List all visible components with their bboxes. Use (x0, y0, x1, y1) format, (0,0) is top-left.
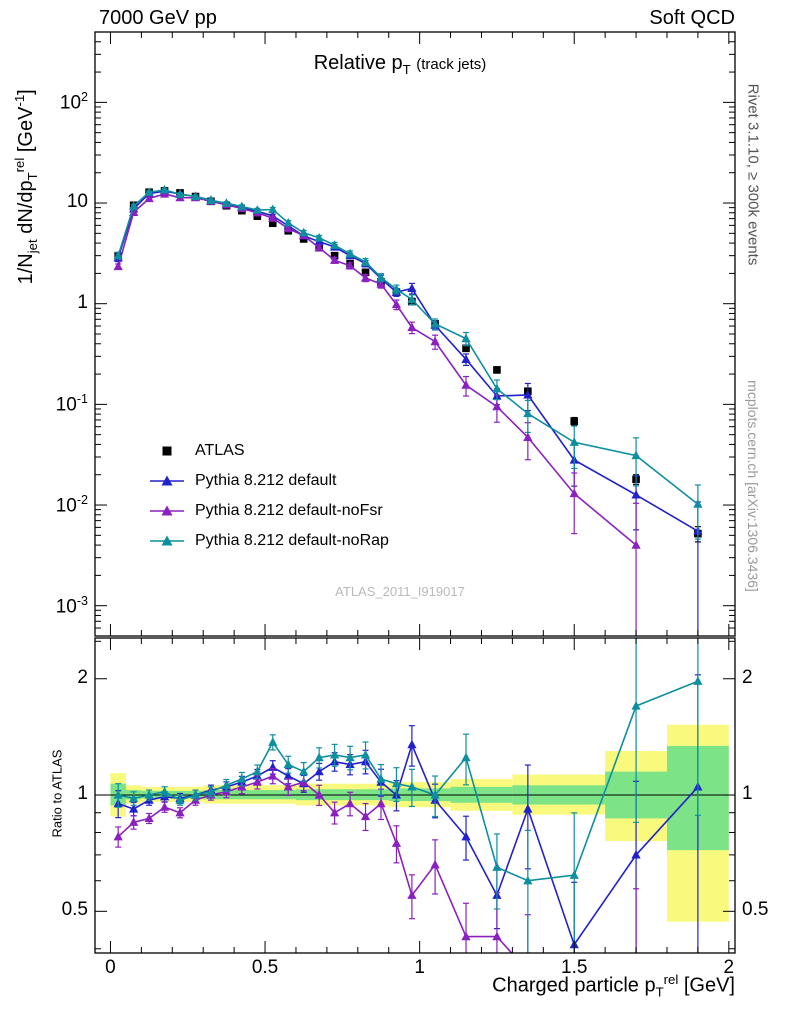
ratio-tick-label-left: 2 (77, 666, 88, 688)
y-tick-label: 10 (66, 191, 88, 213)
plot-title: Relative pT (track jets) (314, 52, 487, 77)
ratio-tick-label-right: 2 (742, 666, 753, 688)
ratio-panel-frame (94, 637, 736, 954)
legend-label: Pythia 8.212 default-noFsr (195, 502, 383, 519)
y-tick-label: 10-2 (55, 493, 88, 517)
x-tick-label: 1 (414, 957, 425, 978)
plot-title-note: (track jets) (416, 56, 487, 73)
ratio-tick-label-left: 1 (77, 783, 88, 805)
legend-entry: Pythia 8.212 default-noRap (148, 526, 389, 556)
plot-title-main: Relative pT (313, 52, 411, 77)
legend-triangle-marker-icon (150, 475, 184, 486)
main-panel-frame (94, 31, 736, 637)
analysis-id-watermark: ATLAS_2011_I919017 (335, 584, 465, 599)
x-tick-label: 0 (105, 957, 116, 978)
mcplots-reference-note: mcplots.cern.ch [arXiv:1306.3436] (745, 380, 761, 592)
beam-energy-label: 7000 GeV pp (99, 7, 217, 29)
y-tick-label: 102 (59, 90, 88, 114)
y-tick-label: 1 (77, 291, 88, 313)
series-2-main (113, 188, 641, 636)
legend-triangle-marker-icon (150, 535, 184, 546)
ratio-tick-label-left: 0.5 (61, 899, 88, 921)
legend-label: Pythia 8.212 default-noRap (195, 532, 389, 549)
y-tick-label: 10-3 (55, 593, 88, 618)
legend-square-marker-icon (162, 446, 172, 456)
legend-label: ATLAS (195, 442, 245, 459)
rivet-version-note: Rivet 3.1.10, ≥ 300k events (744, 83, 762, 266)
legend-entry: Pythia 8.212 default-noFsr (148, 496, 389, 526)
legend-triangle-marker-icon (150, 505, 184, 516)
process-group-label: Soft QCD (649, 7, 735, 29)
x-axis-label: Charged particle pTrel [GeV] (492, 972, 735, 1000)
ratio-tick-label-right: 0.5 (742, 899, 769, 921)
x-tick-label: 0.5 (251, 957, 279, 978)
series-3-main (113, 184, 703, 540)
y-tick-label: 10-1 (55, 392, 88, 416)
legend-entry: Pythia 8.212 default (148, 466, 389, 496)
x-tick-label: 2 (723, 957, 735, 978)
legend: ATLAS Pythia 8.212 default Pythia 8.212 de… (148, 436, 389, 556)
ratio-tick-label-right: 1 (742, 783, 753, 805)
legend-label: Pythia 8.212 default (195, 472, 337, 489)
x-tick-label: 1.5 (561, 957, 588, 978)
legend-entry: ATLAS (148, 436, 389, 466)
